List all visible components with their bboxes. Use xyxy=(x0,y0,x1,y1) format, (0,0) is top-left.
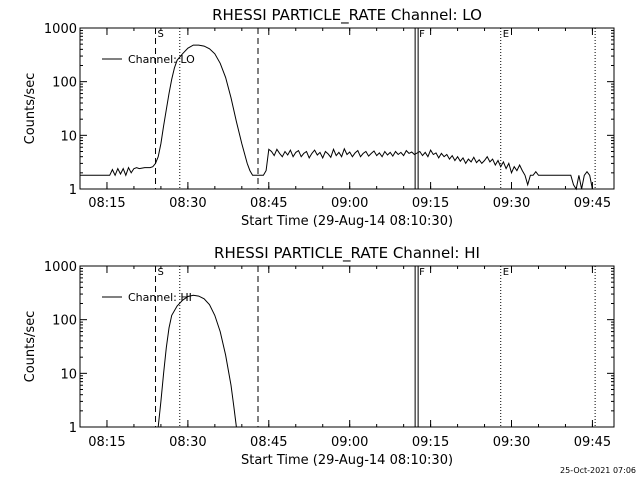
marker-label: S xyxy=(158,29,164,40)
marker-label: S xyxy=(158,267,164,278)
plot-frame xyxy=(79,27,615,190)
series-line xyxy=(157,294,237,428)
chart-title: RHESSI PARTICLE_RATE Channel: LO xyxy=(212,6,482,25)
y-tick-label: 1000 xyxy=(44,260,77,275)
legend-label: Channel: LO xyxy=(128,53,195,66)
plot-frame xyxy=(79,265,615,428)
x-axis-label: Start Time (29-Aug-14 08:10:30) xyxy=(241,453,453,468)
y-axis-label: Counts/sec xyxy=(23,73,38,145)
y-tick-label: 100 xyxy=(52,314,77,329)
x-tick-label: 09:30 xyxy=(493,435,530,450)
marker-label: F xyxy=(419,29,425,40)
marker-label: E xyxy=(503,29,509,40)
footer-timestamp: 25-Oct-2021 07:06 xyxy=(560,466,636,475)
x-tick-label: 08:30 xyxy=(169,196,206,211)
x-tick-label: 09:15 xyxy=(412,196,449,211)
y-axis-label: Counts/sec xyxy=(23,311,38,383)
x-tick-label: 09:00 xyxy=(331,196,368,211)
y-tick-label: 1 xyxy=(69,183,77,198)
x-tick-label: 08:15 xyxy=(88,196,125,211)
x-tick-label: 09:30 xyxy=(493,196,530,211)
x-tick-label: 08:45 xyxy=(250,196,287,211)
x-tick-label: 09:45 xyxy=(574,196,611,211)
legend-label: Channel: HI xyxy=(128,291,192,304)
x-tick-label: 09:00 xyxy=(331,435,368,450)
y-tick-label: 10 xyxy=(60,129,77,144)
y-tick-label: 100 xyxy=(52,76,77,91)
y-tick-label: 1000 xyxy=(44,22,77,37)
x-tick-label: 08:30 xyxy=(169,435,206,450)
x-tick-label: 09:15 xyxy=(412,435,449,450)
chart-title: RHESSI PARTICLE_RATE Channel: HI xyxy=(214,244,480,263)
y-tick-label: 10 xyxy=(60,367,77,382)
chart-panel-2: RHESSI PARTICLE_RATE Channel: HI Counts/s… xyxy=(23,244,615,468)
y-tick-label: 1 xyxy=(69,421,77,436)
marker-label: F xyxy=(419,267,425,278)
marker-label: E xyxy=(503,267,509,278)
x-tick-label: 08:15 xyxy=(88,435,125,450)
x-axis-label: Start Time (29-Aug-14 08:10:30) xyxy=(241,214,453,229)
series-line xyxy=(80,44,593,191)
x-tick-label: 08:45 xyxy=(250,435,287,450)
chart-panel-1: RHESSI PARTICLE_RATE Channel: LO Counts/s… xyxy=(23,6,615,229)
x-tick-label: 09:45 xyxy=(574,435,611,450)
